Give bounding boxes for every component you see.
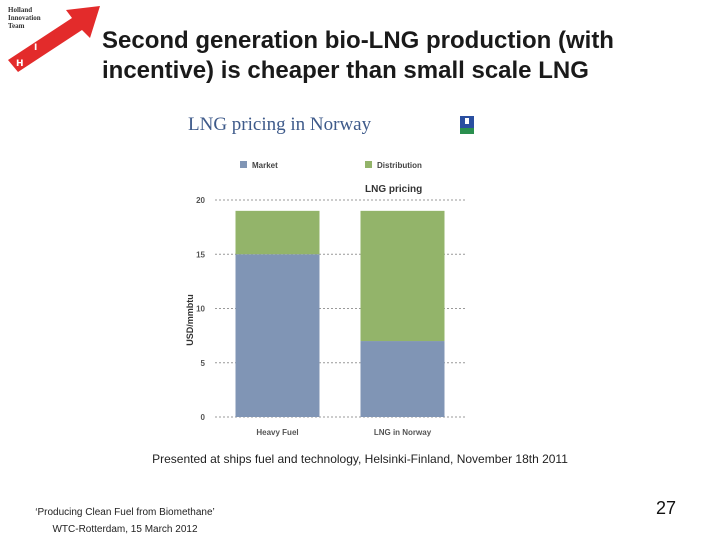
presentation-caption: Presented at ships fuel and technology, … <box>152 452 568 466</box>
legend-swatch-market <box>240 161 247 168</box>
page-number: 27 <box>655 498 676 518</box>
slide-title: Second generation bio-LNG production (wi… <box>102 27 614 84</box>
logo-letter-h: H <box>16 59 24 69</box>
y-tick-label: 10 <box>196 305 205 314</box>
chart-header: LNG pricing in Norway <box>188 114 372 135</box>
logo-letter-i: I <box>34 43 37 53</box>
x-tick-label: Heavy Fuel <box>256 428 298 437</box>
y-tick-label: 0 <box>201 413 206 422</box>
footer-talk-title: ‘Producing Clean Fuel from Biomethane’ <box>35 507 215 518</box>
logo-text: Holland Innovation Team <box>8 6 41 30</box>
bar-market-1 <box>360 341 445 417</box>
hit-logo: H I T Holland Innovation Team <box>2 2 102 74</box>
footer-note: ‘Producing Clean Fuel from Biomethane’ W… <box>10 504 240 538</box>
logo-line-1: Holland <box>8 6 33 14</box>
bar-distribution-1 <box>360 210 445 342</box>
lng-pricing-chart: Market Distribution LNG pricing 05101520 … <box>185 161 465 437</box>
footer-venue-date: WTC-Rotterdam, 15 March 2012 <box>52 524 198 535</box>
x-tick-label: LNG in Norway <box>374 428 432 437</box>
legend-label-distribution: Distribution <box>377 161 422 170</box>
chart-title: LNG pricing <box>365 184 422 195</box>
y-tick-label: 5 <box>201 359 206 368</box>
logo-letter-t: T <box>52 31 59 41</box>
x-axis-ticks: Heavy Fuel LNG in Norway <box>256 428 431 437</box>
chart-bars <box>235 210 445 417</box>
bar-market-0 <box>235 254 320 417</box>
y-axis-label: USD/mmbtu <box>185 294 195 346</box>
y-tick-label: 15 <box>196 250 205 259</box>
legend-swatch-distribution <box>365 161 372 168</box>
bar-distribution-0 <box>235 210 320 255</box>
chart-legend: Market Distribution <box>240 161 422 170</box>
logo-line-3: Team <box>8 22 25 30</box>
logo-line-2: Innovation <box>8 14 41 22</box>
norway-flag-icon <box>460 116 474 134</box>
y-tick-label: 20 <box>196 196 205 205</box>
legend-label-market: Market <box>252 161 278 170</box>
y-axis-ticks: 0 5 10 15 20 <box>196 196 205 422</box>
